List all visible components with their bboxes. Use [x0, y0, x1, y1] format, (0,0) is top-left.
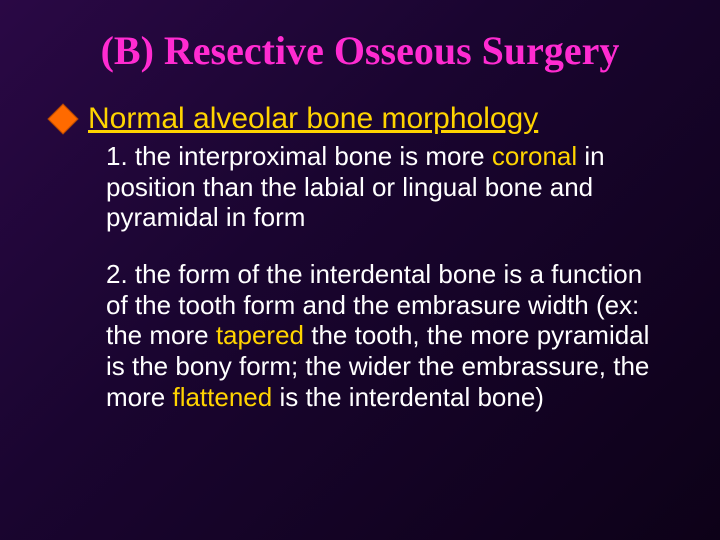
body-item-1: 1. the interproximal bone is more corona… — [106, 141, 660, 233]
keyword: coronal — [492, 141, 577, 171]
slide: (B) Resective Osseous Surgery Normal alv… — [0, 0, 720, 540]
subheading: Normal alveolar bone morphology — [88, 102, 538, 135]
text: 1. the interproximal bone is more — [106, 141, 492, 171]
keyword: flattened — [172, 382, 272, 412]
body-item-2: 2. the form of the interdental bone is a… — [106, 259, 660, 412]
slide-title: (B) Resective Osseous Surgery — [50, 28, 670, 74]
keyword: tapered — [216, 320, 304, 350]
diamond-bullet-icon — [47, 103, 78, 134]
text: is the interdental bone) — [272, 382, 544, 412]
bullet-row: Normal alveolar bone morphology — [50, 102, 670, 135]
